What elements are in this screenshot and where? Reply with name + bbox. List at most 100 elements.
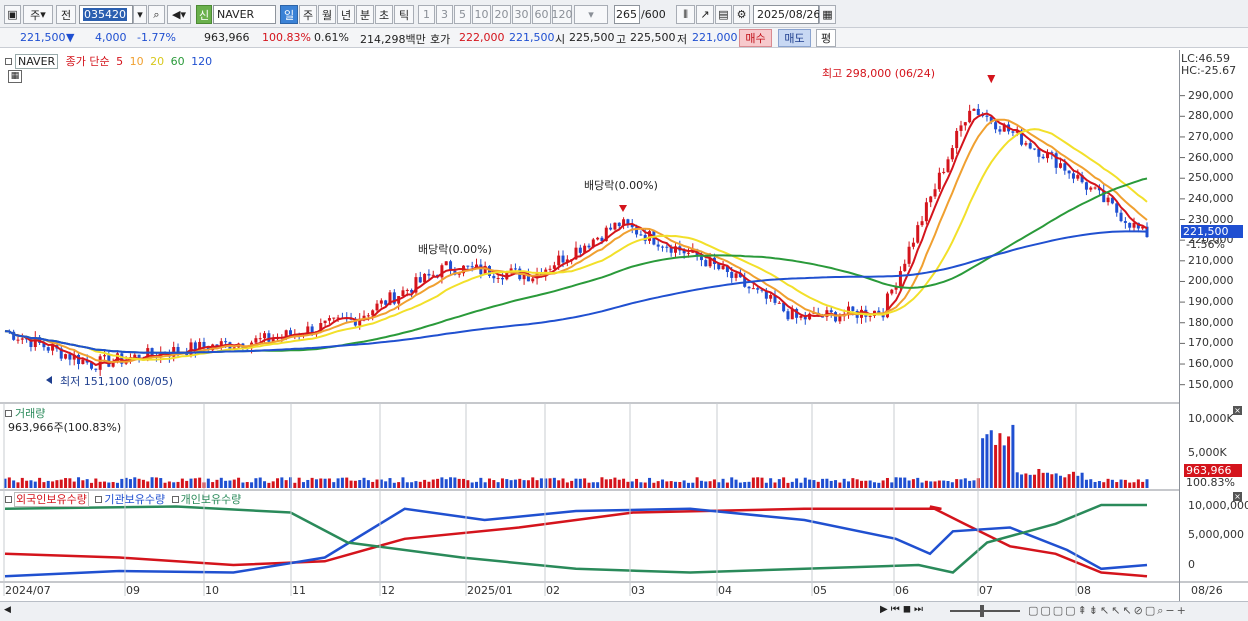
candle-body	[626, 219, 630, 225]
price-tick-label: 260,000	[1188, 150, 1234, 164]
zoom-slider-handle[interactable]	[980, 605, 984, 617]
interval-10[interactable]: 10	[472, 5, 491, 24]
volume-bar	[1119, 479, 1123, 488]
volume-bar	[77, 477, 81, 488]
stock-name-field[interactable]: NAVER	[213, 5, 276, 24]
volume-bar	[955, 479, 959, 488]
turnover-rate: 0.61%	[314, 31, 349, 44]
x-axis-label: 07	[979, 584, 993, 597]
playback-controls-icon[interactable]: ▶⏮◼⏭	[880, 604, 926, 615]
x-axis-label: 2025/01	[467, 584, 513, 597]
interval-5[interactable]: 5	[454, 5, 471, 24]
interval-20[interactable]: 20	[492, 5, 511, 24]
candle-body	[877, 310, 881, 314]
candle-body	[1054, 153, 1058, 168]
bottom-scrollbar[interactable]: ◀ ▶⏮◼⏭ ▢▢▢▢⇞⇟↖↖↖⊘▢⌕−+	[0, 601, 1248, 621]
search-icon[interactable]: ⌕	[148, 5, 165, 24]
interval-1[interactable]: 1	[418, 5, 435, 24]
volume-bar	[314, 479, 318, 488]
calendar-icon[interactable]: ▦	[819, 5, 836, 24]
volume-close-icon[interactable]: ×	[1233, 406, 1242, 415]
tab-tick[interactable]: 틱	[394, 5, 414, 24]
legend-ma120: 120	[191, 55, 213, 68]
stock-code-input[interactable]: 035420	[79, 5, 133, 24]
tab-week[interactable]: 주	[299, 5, 317, 24]
volume-bar	[68, 478, 72, 488]
tool-icons[interactable]: ▢▢▢▢⇞⇟↖↖↖⊘▢⌕−+	[1028, 604, 1188, 617]
candle-body	[994, 122, 998, 130]
candle-body	[998, 129, 1002, 132]
candle-body	[730, 271, 734, 278]
chart-canvas[interactable]	[0, 50, 1248, 601]
tab-month[interactable]: 월	[318, 5, 336, 24]
volume-bar	[903, 477, 907, 488]
candle-body	[1046, 152, 1050, 159]
zoom-slider[interactable]	[950, 610, 1020, 612]
code-dropdown-icon[interactable]: ▾	[133, 5, 147, 24]
tab-second[interactable]: 초	[375, 5, 393, 24]
speaker-icon[interactable]: ◀▾	[167, 5, 191, 24]
volume-bar	[327, 478, 331, 488]
table-toggle-icon[interactable]: ▦	[8, 70, 22, 83]
x-axis-label: 10	[205, 584, 219, 597]
buy-button[interactable]: 매수	[739, 29, 772, 47]
volume-bar	[721, 478, 725, 488]
window-icon[interactable]: ▣	[4, 5, 21, 24]
gear-icon[interactable]: ⚙	[733, 5, 750, 24]
candle-body	[1015, 130, 1019, 133]
high-price: 225,500	[630, 31, 676, 44]
eval-button[interactable]: 평	[816, 29, 836, 47]
candle-body	[1089, 187, 1093, 190]
volume-bar	[985, 434, 989, 488]
candle-body	[773, 295, 777, 303]
tab-year[interactable]: 년	[337, 5, 355, 24]
volume-bar	[297, 477, 301, 488]
candle-body	[911, 242, 915, 247]
interval-60[interactable]: 60	[532, 5, 551, 24]
candle-body	[578, 247, 582, 253]
volume-bar	[531, 477, 535, 488]
candle-body	[725, 265, 729, 272]
current-price-tag: 221,500	[1181, 225, 1243, 238]
scroll-left-icon[interactable]: ◀	[4, 605, 11, 615]
volume-bar	[829, 480, 833, 488]
candle-body	[479, 264, 483, 275]
prev-button[interactable]: 전	[56, 5, 76, 24]
volume-bar	[401, 477, 405, 488]
interval-30[interactable]: 30	[512, 5, 531, 24]
candle-body	[630, 224, 634, 228]
candle-body	[111, 361, 115, 367]
candle-body	[635, 227, 639, 235]
volume-bar	[189, 478, 193, 488]
volume-bar	[868, 480, 872, 488]
candle-body	[68, 354, 72, 360]
candle-body	[669, 246, 673, 253]
tab-day[interactable]: 일	[280, 5, 298, 24]
volume-bar	[198, 477, 202, 488]
holding-close-icon[interactable]: ×	[1233, 492, 1242, 501]
candle-body	[1041, 156, 1045, 159]
volume-bar	[301, 482, 305, 488]
interval-3[interactable]: 3	[436, 5, 453, 24]
candle-type-icon[interactable]: ⫴	[676, 5, 695, 24]
candle-body	[423, 273, 427, 283]
candle-body	[946, 159, 950, 172]
hc-label: HC:-25.67	[1181, 64, 1237, 77]
volume-bar	[141, 479, 145, 488]
save-icon[interactable]: ▤	[715, 5, 732, 24]
volume-bar	[617, 479, 621, 488]
date-input[interactable]: 2025/08/26	[753, 5, 820, 24]
tab-minute[interactable]: 분	[356, 5, 374, 24]
volume-bar	[704, 481, 708, 488]
count-input[interactable]: 265	[614, 5, 640, 24]
interval-dropdown[interactable]: ▾	[574, 5, 608, 24]
volume-bar	[747, 481, 751, 488]
candle-body	[137, 354, 141, 360]
volume-bar	[539, 478, 543, 488]
draw-tool-icon[interactable]: ↗	[696, 5, 714, 24]
volume-bar	[1020, 474, 1024, 488]
sell-button[interactable]: 매도	[778, 29, 811, 47]
period-dropdown[interactable]: 주 ▾	[23, 5, 53, 24]
interval-120[interactable]: 120	[552, 5, 573, 24]
volume-bar	[107, 482, 111, 488]
